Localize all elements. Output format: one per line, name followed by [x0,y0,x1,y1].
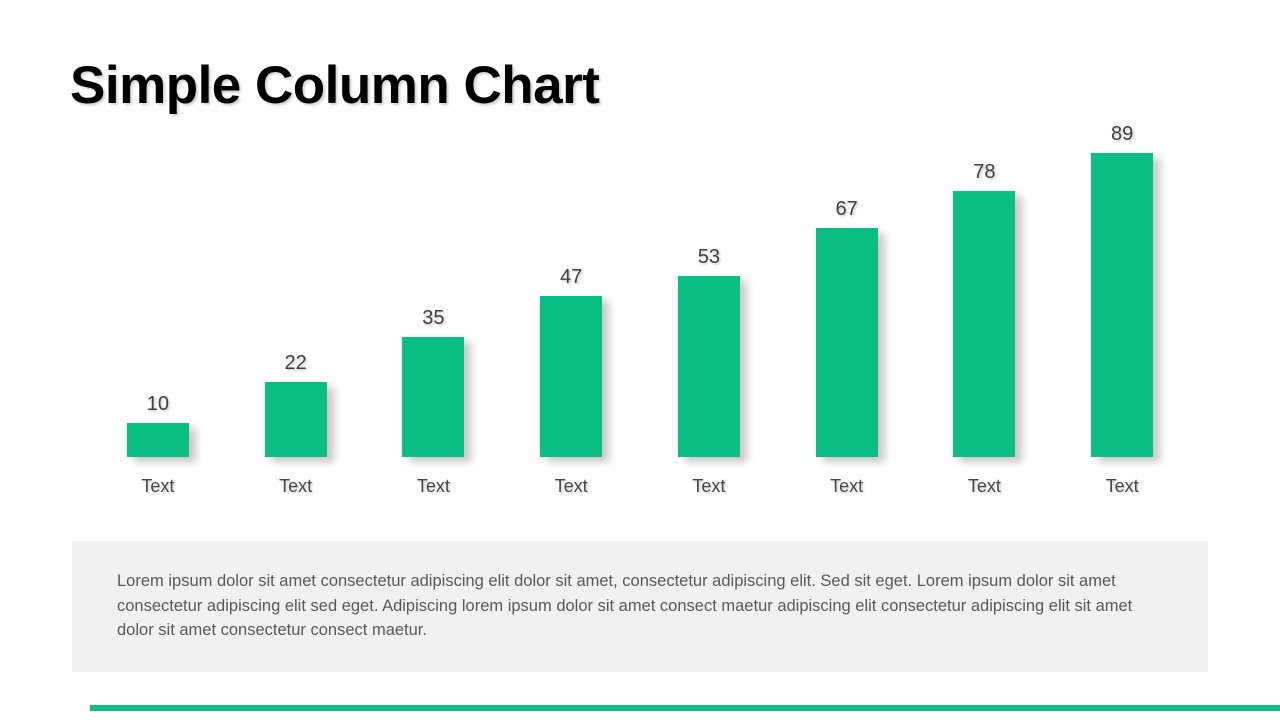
chart-column: 47 [502,115,640,457]
bar-value-label: 47 [560,266,583,288]
column-bar [540,296,603,457]
category-label: Text [416,476,450,496]
bar-value-label: 35 [422,307,445,329]
footer-text-box: Lorem ipsum dolor sit amet consectetur a… [72,541,1208,672]
category-label: Text [692,476,726,496]
bar-value-label: 67 [835,198,858,220]
bar-value-label: 78 [973,161,996,183]
category-label: Text [279,476,313,496]
column-bar [1091,153,1154,457]
chart-column: 78 [916,115,1054,457]
page-title: Simple Column Chart [70,56,600,115]
bottom-accent-bar [90,705,1280,711]
category-label: Text [967,476,1001,496]
column-bar [126,423,189,457]
bar-value-label: 53 [697,246,720,268]
category-labels: Text Text Text Text Text Text Text Text [89,476,1191,497]
category-label: Text [1105,476,1139,496]
bar-value-label: 22 [284,352,307,374]
bar-value-label: 10 [146,393,169,415]
column-bar [677,276,740,457]
column-bar [402,337,465,457]
chart-column: 10 [89,115,227,457]
footer-paragraph: Lorem ipsum dolor sit amet consectetur a… [117,572,1133,639]
bar-value-label: 89 [1111,123,1134,145]
column-bar [953,191,1016,457]
category-label: Text [141,476,175,496]
chart-column: 22 [227,115,365,457]
chart-column: 35 [365,115,503,457]
chart-column: 53 [640,115,778,457]
column-bar [815,228,878,457]
column-chart: 10 22 35 47 53 67 78 89 [89,115,1191,457]
chart-column: 67 [778,115,916,457]
column-bar [264,382,327,457]
category-label: Text [830,476,864,496]
category-label: Text [554,476,588,496]
chart-column: 89 [1053,115,1191,457]
